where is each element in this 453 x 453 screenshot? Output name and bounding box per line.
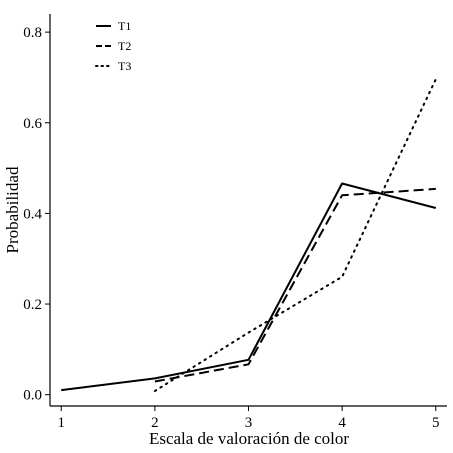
series-lines [61,78,437,392]
y-tick-label: 0.8 [23,25,42,41]
y-tick-label: 0.0 [23,388,42,404]
y-axis-ticks: 0.0 0.2 0.4 0.6 0.8 [23,25,50,404]
y-tick-label: 0.4 [23,206,42,222]
legend-label-t1: T1 [118,19,131,33]
y-axis-title: Probabilidad [3,166,22,253]
y-tick-label: 0.6 [23,116,42,132]
x-tick-label: 3 [245,415,253,431]
series-line-t1 [61,182,437,392]
x-tick-label: 5 [432,415,440,431]
legend: T1 T2 T3 [95,19,131,73]
series-line-t3 [153,78,437,392]
x-tick-label: 2 [151,415,159,431]
legend-label-t3: T3 [118,59,131,73]
series-line-t2 [154,187,436,383]
x-tick-label: 1 [57,415,65,431]
x-tick-label: 4 [338,415,346,431]
x-axis-ticks: 1 2 3 4 5 [57,406,440,431]
x-axis-title: Escala de valoración de color [149,429,349,448]
legend-label-t2: T2 [118,39,131,53]
y-tick-label: 0.2 [23,297,42,313]
